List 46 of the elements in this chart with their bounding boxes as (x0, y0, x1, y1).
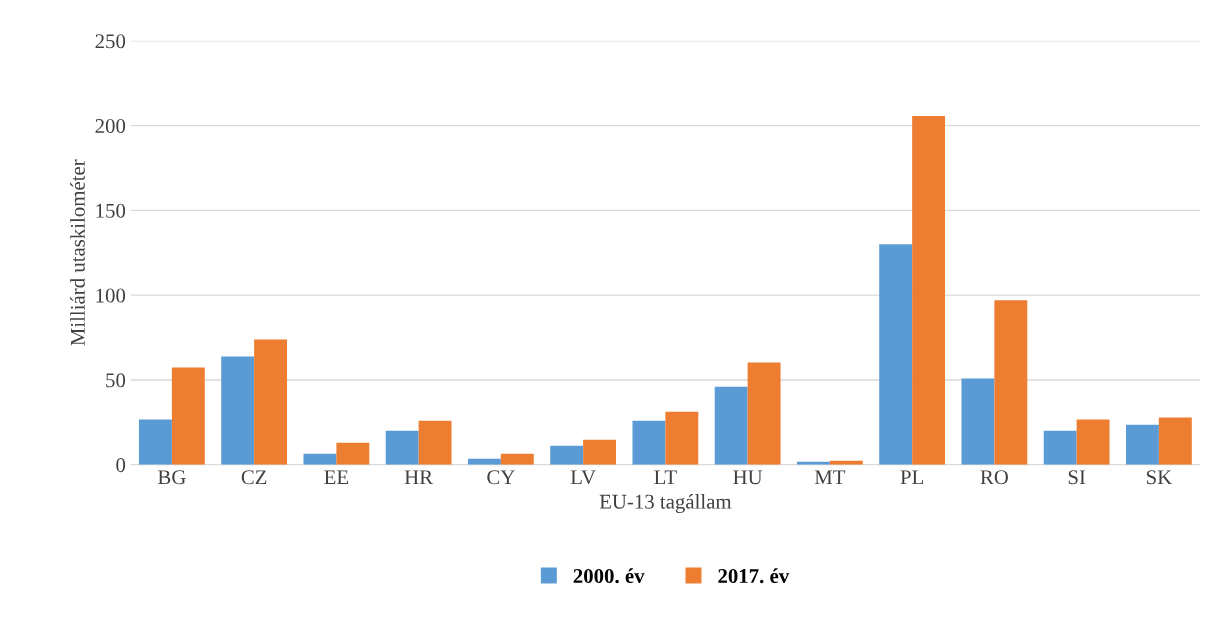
bar (1076, 419, 1110, 465)
x-tick-label: LT (654, 470, 677, 485)
bar (221, 356, 255, 465)
x-tick-label: HU (733, 470, 763, 485)
x-tick-label: EE (324, 470, 349, 485)
y-tick-label: 50 (106, 373, 126, 388)
bar (665, 411, 699, 465)
y-tick-label: 150 (96, 203, 126, 218)
bar (1043, 430, 1077, 465)
y-tick-label: 100 (96, 288, 126, 303)
bar (500, 453, 534, 465)
legend-label: 2000. év (573, 568, 645, 584)
x-tick-label: SK (1146, 470, 1172, 485)
bar (336, 442, 370, 465)
bar (171, 367, 205, 465)
bar (879, 244, 913, 465)
bar (994, 300, 1028, 465)
bar (583, 439, 617, 465)
x-tick-label: CY (487, 470, 515, 485)
x-tick-label: SI (1068, 470, 1086, 485)
x-tick-label: MT (814, 470, 846, 485)
x-axis-title: EU-13 tagállam (599, 494, 732, 514)
y-tick-label: 250 (95, 34, 126, 49)
x-tick-label: HR (404, 470, 434, 485)
bar (912, 115, 946, 465)
bar (254, 339, 288, 465)
x-tick-label: CZ (241, 470, 267, 485)
bar (1125, 424, 1159, 465)
x-tick-label: RO (980, 470, 1008, 485)
bar (747, 362, 781, 465)
bar (385, 430, 419, 465)
bar (632, 420, 666, 465)
bar (138, 419, 172, 465)
bar (1158, 417, 1192, 465)
x-tick-label: BG (158, 470, 186, 485)
y-axis-title: Milliárd utaskilométer (70, 159, 85, 346)
bar (418, 420, 452, 465)
bar (961, 378, 995, 465)
y-tick-label: 0 (116, 458, 126, 473)
bar (714, 386, 748, 465)
bar (303, 453, 337, 465)
x-tick-label: PL (900, 470, 924, 485)
legend-label: 2017. év (718, 568, 790, 584)
bar (550, 445, 584, 465)
x-tick-label: LV (570, 470, 596, 485)
y-tick-label: 200 (95, 118, 126, 134)
